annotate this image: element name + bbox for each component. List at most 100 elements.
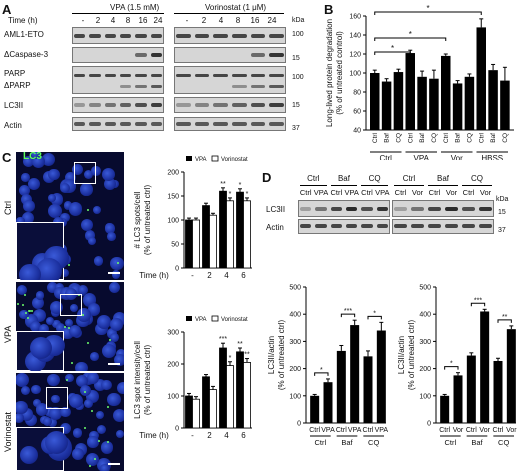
x-tick-label: - [191, 431, 194, 440]
cell-nucleus [72, 164, 84, 176]
lc3-puncta [116, 261, 119, 264]
legend-swatch-vpa [186, 316, 192, 321]
blot-band [315, 224, 327, 228]
row-label-c-vpa: VPA [3, 325, 13, 343]
blot-group-label: Ctrl [307, 174, 320, 183]
time-tick-vpa: 16 [138, 16, 148, 25]
panel-label-b: B [324, 2, 334, 17]
blot-group-label: CQ [471, 174, 483, 183]
blot-band [479, 207, 492, 211]
cell-nucleus [115, 349, 124, 360]
blot-band [428, 224, 441, 228]
cell-nucleus-zoomed [36, 257, 62, 280]
cell-nucleus [23, 155, 35, 167]
blot-band [361, 224, 373, 228]
cell-nucleus [49, 407, 63, 421]
cell-nucleus [21, 211, 34, 224]
cell-nucleus [87, 436, 99, 448]
bar-label: CQ [466, 133, 473, 143]
cell-nucleus [35, 291, 45, 300]
bar [363, 356, 373, 423]
blot-band [120, 103, 132, 107]
blot-lane-label: Ctrl [462, 188, 475, 197]
bar [310, 395, 320, 423]
lc3-puncta [63, 325, 66, 328]
cell-nucleus [84, 230, 96, 241]
cell-nucleus [19, 184, 31, 196]
chart-b: 40 60 80 100 120 140 160 Ctrl Baf CQ Ctrl Baf CQ Ctrl… [325, 4, 514, 160]
cell-nucleus [75, 375, 88, 388]
legend-swatch-vorinostat [211, 315, 219, 322]
cell-nucleus [47, 194, 56, 203]
western-blot-strip-actin [392, 219, 494, 234]
y-tick-label: 0 [297, 421, 301, 428]
bar [441, 55, 451, 130]
blot-lane-label: Vor [411, 188, 424, 197]
blot-band [269, 85, 284, 88]
western-blot-strip [174, 97, 286, 113]
cell-nucleus [32, 398, 42, 407]
blot-band [120, 85, 132, 88]
blot-band [428, 207, 441, 211]
cell-nucleus [59, 182, 71, 194]
blot-lane-label: VPA [344, 188, 359, 197]
bar-label: Ctrl [439, 427, 450, 434]
blot-band [104, 103, 116, 107]
blot-band [89, 33, 101, 38]
cell-nucleus [96, 424, 106, 434]
blot-band [135, 103, 147, 107]
row-label-delta-parp: ΔPARP [4, 81, 31, 90]
bar [417, 76, 427, 130]
blot-band [176, 33, 191, 38]
blot-group-line [330, 185, 358, 186]
cell-nucleus [87, 236, 97, 246]
blot-lane-label: Vor [479, 188, 492, 197]
group-label: Ctrl [314, 438, 326, 447]
bar [488, 70, 498, 130]
blot-band [150, 103, 162, 107]
blot-band [269, 53, 284, 57]
lc3-puncta [89, 465, 92, 468]
blot-band [213, 103, 228, 107]
bar-vorinostat [192, 219, 200, 269]
blot-band [194, 33, 210, 38]
cell-nucleus [49, 301, 64, 315]
scale-bar [108, 272, 120, 274]
blot-band [135, 74, 147, 77]
lc3-puncta [94, 458, 97, 461]
y-axis-label: (% of untreated ctrl) [143, 345, 152, 416]
y-tick-label: 50 [171, 242, 179, 249]
blot-band [411, 224, 424, 228]
panel-label-c: C [2, 150, 12, 165]
blot-lane-label: Ctrl [394, 188, 407, 197]
bar-label: Ctrl [407, 132, 414, 143]
blot-lane-label: VPA [313, 188, 329, 197]
lc3-puncta [25, 311, 28, 314]
blot-group-line [361, 185, 388, 186]
cell-nucleus [89, 352, 99, 362]
cell-nucleus [16, 216, 25, 226]
region-of-interest-box [46, 387, 68, 409]
blot-band [411, 207, 424, 211]
bar [323, 382, 333, 423]
lc3-channel-label: LC3 [23, 151, 42, 162]
bar-label: Baf [384, 133, 391, 143]
y-axis-label: (% of untreated control) [335, 31, 344, 115]
cell-nucleus [47, 204, 62, 219]
blot-band [250, 74, 266, 77]
cell-nucleus [28, 177, 41, 190]
blot-band [104, 33, 116, 38]
blot-group-label: CQ [368, 174, 381, 183]
bar [350, 325, 360, 423]
cell-nucleus [115, 429, 124, 438]
x-tick-label: 2 [207, 431, 212, 440]
blot-band [462, 207, 475, 211]
bar-vpa [185, 219, 193, 269]
cell-nucleus [46, 282, 58, 293]
blot-band [104, 122, 116, 126]
blot-band [394, 224, 407, 228]
blot-band [120, 122, 132, 126]
lc3-puncta [84, 427, 87, 430]
y-tick-label: 150 [167, 194, 179, 201]
